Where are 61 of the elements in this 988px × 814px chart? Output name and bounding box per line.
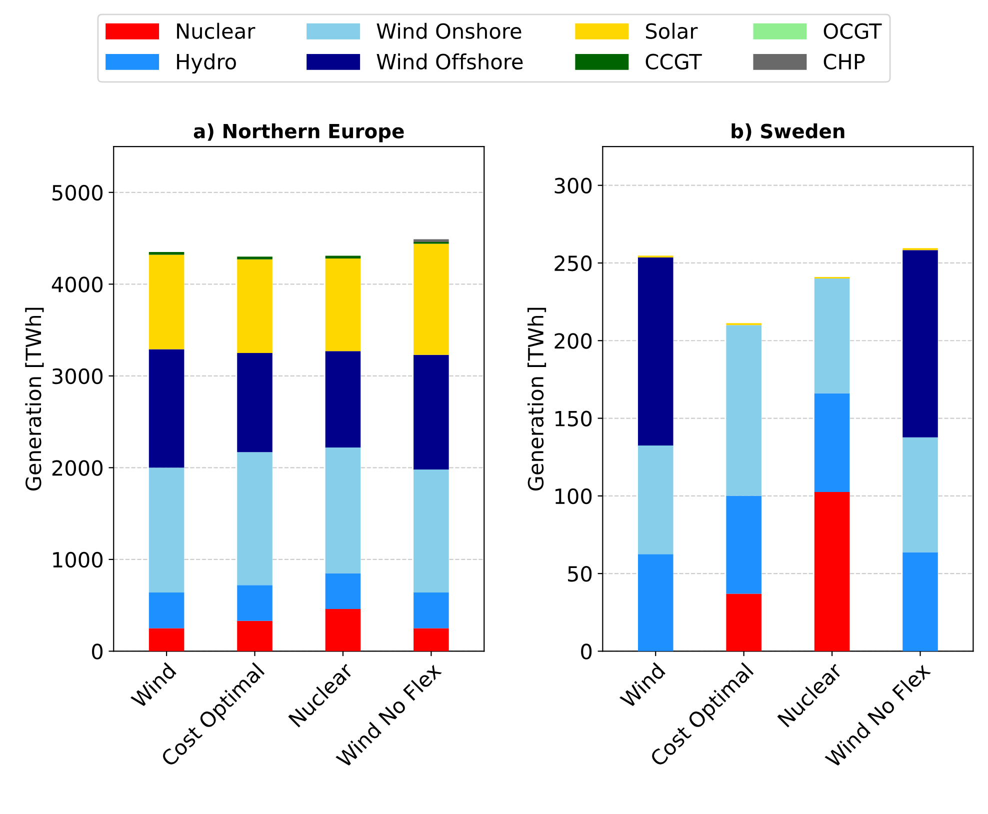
bar [237, 352, 272, 452]
bar [325, 351, 361, 448]
y-tick-label: 3000 [52, 368, 103, 384]
bar [325, 573, 361, 609]
bar [814, 492, 850, 652]
y-tick-label: 50 [568, 566, 592, 582]
bar [237, 256, 272, 260]
bar [325, 258, 361, 352]
bar [237, 620, 272, 652]
y-tick-label: 200 [554, 333, 592, 349]
legend-label: OCGT [824, 23, 882, 39]
y-tick-label: 150 [555, 410, 592, 426]
legend-label: CHP [824, 54, 865, 70]
bar [148, 349, 184, 468]
legend-label: Nuclear [177, 22, 256, 39]
bar [237, 259, 272, 353]
chart-title: b) Sweden [732, 123, 844, 141]
bar [148, 468, 184, 592]
bar [325, 256, 361, 258]
bar [237, 452, 272, 586]
y-tick-label: 300 [554, 178, 592, 194]
bar [814, 278, 850, 394]
chart-title: a) Northern Europe [194, 123, 404, 142]
bar [237, 585, 272, 621]
bar [414, 470, 449, 592]
bar [726, 594, 762, 652]
bar [148, 252, 184, 255]
bar [414, 239, 449, 242]
bar [325, 608, 361, 652]
y-tick-label: 0 [92, 644, 103, 660]
bar [414, 354, 449, 470]
bar [638, 258, 674, 446]
y-tick-label: 100 [555, 488, 592, 504]
bar [814, 393, 850, 492]
bar [902, 250, 938, 438]
bar [148, 628, 184, 652]
y-tick-label: 5000 [52, 184, 103, 201]
bar [726, 325, 762, 496]
legend-label: Wind Onshore [376, 22, 522, 39]
bar [414, 592, 449, 628]
y-tick-label: 0 [581, 644, 592, 660]
bar [726, 496, 762, 594]
legend-label: Solar [646, 22, 698, 39]
y-tick-label: 250 [554, 255, 592, 272]
y-axis-title: Generation [TWh] [527, 308, 546, 491]
bar [638, 445, 674, 554]
bar [638, 554, 674, 652]
legend-label: Wind Offshore [376, 53, 523, 70]
legend-label: Hydro [177, 53, 236, 74]
bar [902, 437, 938, 552]
bar [148, 254, 184, 350]
bar [148, 592, 184, 628]
y-tick-label: 4000 [52, 276, 103, 292]
bar [902, 552, 938, 652]
bar [414, 628, 449, 652]
y-tick-label: 2000 [52, 460, 103, 476]
legend-label: CCGT [646, 54, 702, 70]
bar [325, 447, 361, 574]
y-axis-title: Generation [TWh] [25, 308, 44, 491]
y-tick-label: 1000 [53, 552, 103, 568]
bar [414, 244, 449, 355]
